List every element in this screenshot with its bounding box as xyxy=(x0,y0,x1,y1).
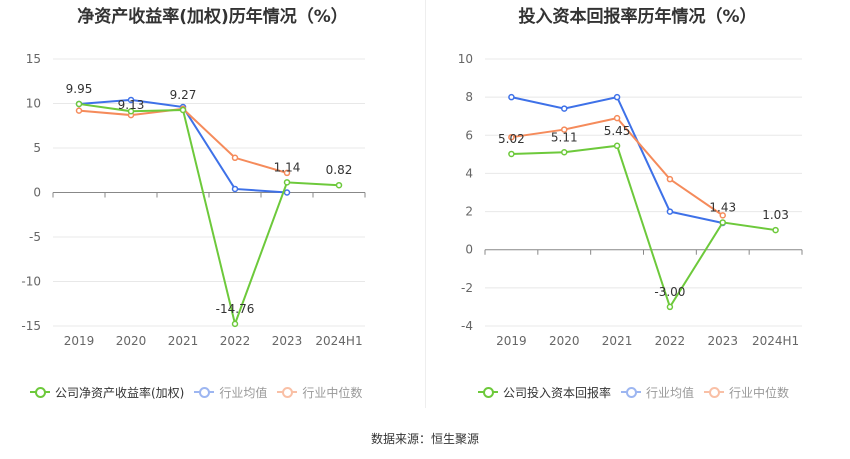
legend-label: 行业均值 xyxy=(646,385,695,400)
x-tick-label: 2022 xyxy=(220,334,251,348)
y-tick-label: -4 xyxy=(461,319,473,333)
y-tick-label: -15 xyxy=(21,319,41,333)
x-tick-label: 2023 xyxy=(272,334,303,348)
x-tick-label: 2019 xyxy=(64,334,95,348)
series-line xyxy=(78,102,340,328)
legend-swatch-orange xyxy=(277,386,298,398)
data-label: -14.76 xyxy=(216,302,255,316)
data-point xyxy=(508,150,515,158)
y-tick-label: 6 xyxy=(465,128,473,142)
data-point xyxy=(666,303,674,311)
y-tick-label: -5 xyxy=(29,230,41,244)
legend-item-industry-median[interactable]: 行业中位数 xyxy=(277,384,362,401)
x-tick-label: 2022 xyxy=(655,334,686,348)
x-tick-label: 2024H1 xyxy=(752,334,799,348)
data-point xyxy=(127,96,135,104)
data-label: 9.27 xyxy=(170,88,197,102)
y-tick-label: -2 xyxy=(461,281,473,295)
legend-swatch-blue xyxy=(621,386,642,398)
x-tick-label: 2020 xyxy=(116,334,147,348)
data-point xyxy=(283,169,291,177)
data-label: 0.82 xyxy=(326,163,353,177)
y-tick-label: 10 xyxy=(26,97,41,111)
y-tick-label: 4 xyxy=(465,166,473,180)
legend-swatch-orange xyxy=(704,386,725,398)
data-label: 1.43 xyxy=(709,200,736,214)
y-tick-label: 2 xyxy=(465,205,473,219)
data-point xyxy=(719,219,726,226)
x-tick-label: 2023 xyxy=(707,334,738,348)
chart-title-roe: 净资产收益率(加权)历年情况（%） xyxy=(77,7,348,27)
legend-swatch-green xyxy=(30,386,50,398)
data-point xyxy=(613,93,621,101)
data-label: 5.45 xyxy=(604,124,631,138)
y-tick-label: 10 xyxy=(458,52,473,66)
data-point xyxy=(613,142,621,150)
data-point xyxy=(613,114,621,122)
data-point xyxy=(772,226,779,234)
data-point xyxy=(508,133,515,141)
y-tick-label: 8 xyxy=(465,90,473,104)
data-point xyxy=(335,181,343,189)
data-point xyxy=(283,179,291,186)
roe-chart: 15 10 5 0 -5 -10 -15 2019 2020 2021 2022 2023 2024H1… xyxy=(21,52,366,348)
data-label: -3.00 xyxy=(654,285,685,299)
data-point xyxy=(666,175,674,183)
legend-item-industry-mean[interactable]: 行业均值 xyxy=(194,384,267,401)
x-tick-label: 2020 xyxy=(549,334,580,348)
data-label: 1.14 xyxy=(274,160,301,174)
data-point xyxy=(719,212,726,219)
data-point xyxy=(75,107,83,114)
y-tick-label: -10 xyxy=(21,275,41,289)
x-tick-label: 2024H1 xyxy=(315,334,362,348)
data-point xyxy=(561,105,568,112)
legend-item-industry-mean[interactable]: 行业均值 xyxy=(621,384,694,401)
data-point xyxy=(179,106,187,114)
data-point xyxy=(231,320,239,328)
legend-roic: 公司投入资本回报率 行业均值 行业中位数 xyxy=(478,382,799,402)
data-point xyxy=(231,185,239,193)
y-tick-label: 5 xyxy=(33,141,41,155)
data-point xyxy=(508,93,515,101)
legend-label: 行业中位数 xyxy=(729,385,790,400)
roic-chart: 10 8 6 4 2 0 -2 -4 2019 2020 2021 2022 2023 2024H1 5.0… xyxy=(458,52,803,348)
y-tick-label: 15 xyxy=(26,52,41,66)
data-label: 5.02 xyxy=(498,132,525,146)
y-tick-label: 0 xyxy=(33,186,41,200)
legend-label: 行业中位数 xyxy=(302,385,363,400)
data-label: 1.03 xyxy=(762,208,789,222)
data-point xyxy=(561,149,568,156)
y-tick-label: 0 xyxy=(465,243,473,257)
data-point xyxy=(75,100,83,108)
data-point xyxy=(283,189,291,196)
data-label: 5.11 xyxy=(551,130,578,144)
chart-title-roic: 投入资本回报率历年情况（%） xyxy=(518,7,757,27)
legend-item-industry-median[interactable]: 行业中位数 xyxy=(704,384,789,401)
legend-label: 公司净资产收益率(加权) xyxy=(55,385,185,400)
legend-label: 行业均值 xyxy=(219,385,268,400)
x-tick-label: 2021 xyxy=(168,334,199,348)
legend-roe: 公司净资产收益率(加权) 行业均值 行业中位数 xyxy=(30,382,372,402)
data-label: 9.13 xyxy=(118,98,145,112)
legend-label: 公司投入资本回报率 xyxy=(503,385,612,400)
x-tick-label: 2019 xyxy=(496,334,527,348)
data-source: 数据来源：恒生聚源 xyxy=(370,432,479,446)
legend-item-company-roic[interactable]: 公司投入资本回报率 xyxy=(478,384,611,401)
data-label: 9.95 xyxy=(66,82,93,96)
x-tick-label: 2021 xyxy=(602,334,633,348)
legend-swatch-blue xyxy=(194,386,215,398)
data-point xyxy=(561,126,568,133)
legend-item-company-roe[interactable]: 公司净资产收益率(加权) xyxy=(30,384,184,401)
data-point xyxy=(127,107,135,115)
series-line xyxy=(511,144,776,310)
panel-divider xyxy=(425,0,426,408)
data-point xyxy=(231,154,239,162)
data-point xyxy=(666,208,674,215)
legend-swatch-green xyxy=(478,386,498,398)
